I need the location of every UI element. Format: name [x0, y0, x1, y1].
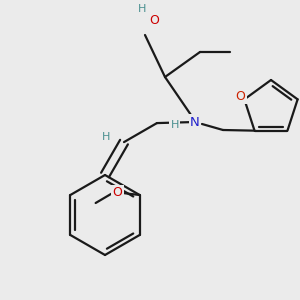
Text: O: O: [149, 14, 159, 28]
Text: H: H: [138, 4, 146, 14]
Text: O: O: [113, 187, 123, 200]
Text: O: O: [236, 90, 245, 103]
Text: H: H: [171, 120, 179, 130]
Text: N: N: [190, 116, 200, 128]
Text: H: H: [102, 132, 110, 142]
